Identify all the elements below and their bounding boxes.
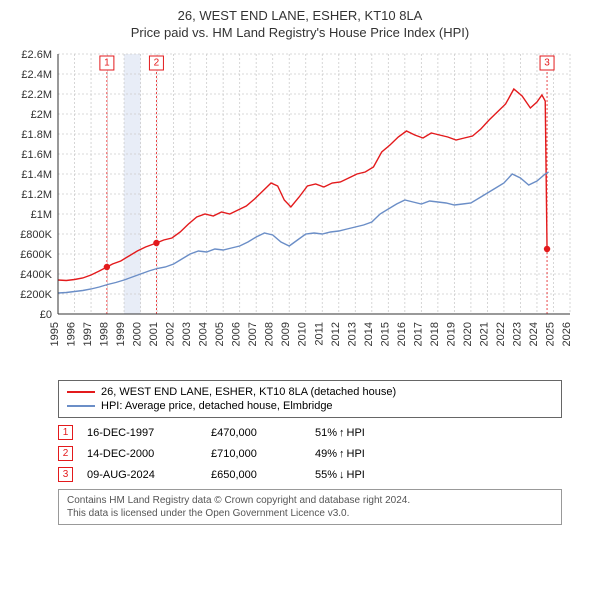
transaction-date: 14-DEC-2000 <box>87 448 197 460</box>
transaction-date: 16-DEC-1997 <box>87 427 197 439</box>
svg-text:2011: 2011 <box>313 322 325 346</box>
svg-text:2004: 2004 <box>198 322 210 346</box>
svg-text:2025: 2025 <box>544 322 556 346</box>
legend-box: 26, WEST END LANE, ESHER, KT10 8LA (deta… <box>58 380 562 418</box>
svg-text:2017: 2017 <box>412 322 424 346</box>
transaction-row: 2 14-DEC-2000 £710,000 49% ↑ HPI <box>58 443 562 464</box>
transactions-table: 1 16-DEC-1997 £470,000 51% ↑ HPI 2 14-DE… <box>58 422 562 485</box>
footer-line1: Contains HM Land Registry data © Crown c… <box>67 494 553 507</box>
svg-text:£200K: £200K <box>20 289 52 301</box>
transaction-hpi-pct: 55% <box>315 469 337 481</box>
svg-text:2005: 2005 <box>214 322 226 346</box>
svg-text:1995: 1995 <box>49 322 61 346</box>
transaction-date: 09-AUG-2024 <box>87 469 197 481</box>
svg-text:2: 2 <box>154 58 160 69</box>
transaction-marker: 1 <box>58 425 73 440</box>
transaction-price: £710,000 <box>211 448 301 460</box>
transaction-row: 3 09-AUG-2024 £650,000 55% ↓ HPI <box>58 464 562 485</box>
transaction-marker: 2 <box>58 446 73 461</box>
arrow-up-icon: ↑ <box>339 427 345 439</box>
svg-text:£400K: £400K <box>20 269 52 281</box>
svg-text:1999: 1999 <box>115 322 127 346</box>
chart-area: £0 £200K £400K £600K £800K £1M £1.2M £1.4M £1.6M… <box>0 44 600 374</box>
legend-label-property: 26, WEST END LANE, ESHER, KT10 8LA (deta… <box>101 386 396 398</box>
legend-label-hpi: HPI: Average price, detached house, Elmb… <box>101 400 333 412</box>
svg-text:1998: 1998 <box>99 322 111 346</box>
transaction-price: £470,000 <box>211 427 301 439</box>
transaction-hpi-label: HPI <box>347 427 365 439</box>
chart-title-line1: 26, WEST END LANE, ESHER, KT10 8LA <box>10 8 590 23</box>
svg-text:2001: 2001 <box>148 322 160 346</box>
svg-text:2006: 2006 <box>231 322 243 346</box>
transaction-hpi: 51% ↑ HPI <box>315 427 365 439</box>
svg-text:2021: 2021 <box>478 322 490 346</box>
transaction-hpi-label: HPI <box>347 448 365 460</box>
svg-text:2014: 2014 <box>363 322 375 346</box>
transaction-hpi-pct: 49% <box>315 448 337 460</box>
svg-text:2008: 2008 <box>264 322 276 346</box>
svg-text:£1M: £1M <box>31 209 52 221</box>
svg-text:2002: 2002 <box>165 322 177 346</box>
legend-swatch-property <box>67 391 95 393</box>
svg-text:2007: 2007 <box>247 322 259 346</box>
svg-text:£1.4M: £1.4M <box>21 169 52 181</box>
svg-text:2012: 2012 <box>330 322 342 346</box>
svg-text:2010: 2010 <box>297 322 309 346</box>
svg-text:2018: 2018 <box>429 322 441 346</box>
svg-text:2024: 2024 <box>528 322 540 346</box>
svg-text:£0: £0 <box>40 309 52 321</box>
svg-text:1997: 1997 <box>82 322 94 346</box>
svg-text:2019: 2019 <box>445 322 457 346</box>
svg-text:2013: 2013 <box>346 322 358 346</box>
svg-text:£2.6M: £2.6M <box>21 49 52 61</box>
svg-text:£2M: £2M <box>31 109 52 121</box>
svg-text:£2.4M: £2.4M <box>21 69 52 81</box>
legend-row: 26, WEST END LANE, ESHER, KT10 8LA (deta… <box>67 385 553 399</box>
legend-swatch-hpi <box>67 405 95 407</box>
footer-attribution: Contains HM Land Registry data © Crown c… <box>58 489 562 525</box>
svg-text:3: 3 <box>544 58 550 69</box>
svg-text:2016: 2016 <box>396 322 408 346</box>
svg-text:£600K: £600K <box>20 249 52 261</box>
svg-text:1: 1 <box>104 58 110 69</box>
svg-text:£1.8M: £1.8M <box>21 129 52 141</box>
transaction-hpi-pct: 51% <box>315 427 337 439</box>
arrow-down-icon: ↓ <box>339 469 345 481</box>
svg-text:2020: 2020 <box>462 322 474 346</box>
transaction-hpi: 49% ↑ HPI <box>315 448 365 460</box>
svg-text:2009: 2009 <box>280 322 292 346</box>
transaction-marker: 3 <box>58 467 73 482</box>
chart-title-block: 26, WEST END LANE, ESHER, KT10 8LA Price… <box>0 0 600 44</box>
svg-text:2022: 2022 <box>495 322 507 346</box>
transaction-price: £650,000 <box>211 469 301 481</box>
svg-text:£1.6M: £1.6M <box>21 149 52 161</box>
svg-text:£800K: £800K <box>20 229 52 241</box>
svg-text:£1.2M: £1.2M <box>21 189 52 201</box>
chart-svg: £0 £200K £400K £600K £800K £1M £1.2M £1.4M £1.6M… <box>0 44 600 374</box>
chart-title-line2: Price paid vs. HM Land Registry's House … <box>10 25 590 40</box>
footer-line2: This data is licensed under the Open Gov… <box>67 507 553 520</box>
legend-row: HPI: Average price, detached house, Elmb… <box>67 399 553 413</box>
arrow-up-icon: ↑ <box>339 448 345 460</box>
svg-text:1996: 1996 <box>66 322 78 346</box>
svg-text:2023: 2023 <box>511 322 523 346</box>
svg-text:2000: 2000 <box>132 322 144 346</box>
transaction-hpi-label: HPI <box>347 469 365 481</box>
svg-text:£2.2M: £2.2M <box>21 89 52 101</box>
svg-text:2026: 2026 <box>561 322 573 346</box>
svg-text:2003: 2003 <box>181 322 193 346</box>
transaction-row: 1 16-DEC-1997 £470,000 51% ↑ HPI <box>58 422 562 443</box>
svg-text:2015: 2015 <box>379 322 391 346</box>
transaction-hpi: 55% ↓ HPI <box>315 469 365 481</box>
